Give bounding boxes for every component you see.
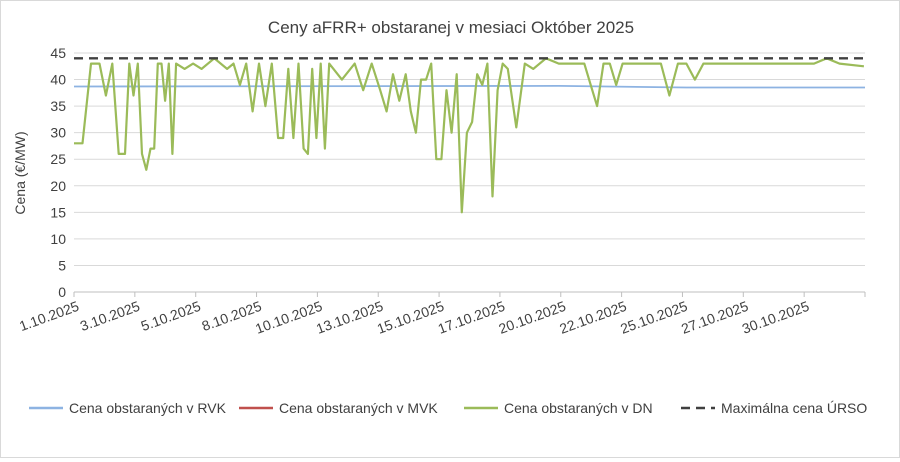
- legend-label-0: Cena obstaraných v RVK: [69, 400, 227, 416]
- x-tick-label-25.10.2025: 25.10.2025: [618, 298, 690, 337]
- x-tick-label-22.10.2025: 22.10.2025: [557, 298, 629, 337]
- series-layer: [73, 57, 865, 214]
- grid-lines: [74, 52, 865, 293]
- x-tick-label-5.10.2025: 5.10.2025: [139, 298, 203, 334]
- legend: Cena obstaraných v RVK Cena obstaraných v…: [29, 400, 867, 416]
- x-tick-label-17.10.2025: 17.10.2025: [436, 298, 508, 337]
- y-tick-20: 20: [50, 178, 66, 194]
- x-tick-label-27.10.2025: 27.10.2025: [679, 298, 751, 337]
- x-tick-label-8.10.2025: 8.10.2025: [200, 298, 264, 334]
- y-tick-10: 10: [50, 231, 66, 247]
- series-line-cena-obstaran-ch-v-dn: [74, 57, 865, 214]
- chart-title: Ceny aFRR+ obstaranej v mesiaci Október …: [268, 18, 634, 37]
- x-tick-label-15.10.2025: 15.10.2025: [375, 298, 447, 337]
- x-tick-label-20.10.2025: 20.10.2025: [496, 298, 568, 337]
- x-tick-labels: 1.10.20253.10.20255.10.20258.10.202510.1…: [17, 292, 866, 337]
- x-tick-label-13.10.2025: 13.10.2025: [314, 298, 386, 337]
- series-line-cena-obstaran-ch-v-rvk: [73, 85, 865, 89]
- x-tick-label-3.10.2025: 3.10.2025: [78, 298, 142, 334]
- y-tick-35: 35: [50, 98, 66, 114]
- y-tick-40: 40: [50, 72, 66, 88]
- y-tick-15: 15: [50, 204, 66, 220]
- y-tick-labels: 0 5 10 15 20 25 30 35 40 45: [50, 45, 66, 300]
- legend-label-3: Maximálna cena ÚRSO: [721, 400, 867, 416]
- legend-label-1: Cena obstaraných v MVK: [279, 400, 438, 416]
- legend-label-2: Cena obstaraných v DN: [504, 400, 653, 416]
- y-tick-0: 0: [58, 284, 66, 300]
- y-tick-5: 5: [58, 257, 66, 273]
- x-tick-label-30.10.2025: 30.10.2025: [740, 298, 812, 337]
- y-tick-30: 30: [50, 125, 66, 141]
- x-tick-label-1.10.2025: 1.10.2025: [17, 298, 81, 334]
- y-axis-label: Cena (€/MW): [12, 131, 28, 214]
- x-tick-label-10.10.2025: 10.10.2025: [253, 298, 325, 337]
- y-tick-45: 45: [50, 45, 66, 61]
- y-tick-25: 25: [50, 151, 66, 167]
